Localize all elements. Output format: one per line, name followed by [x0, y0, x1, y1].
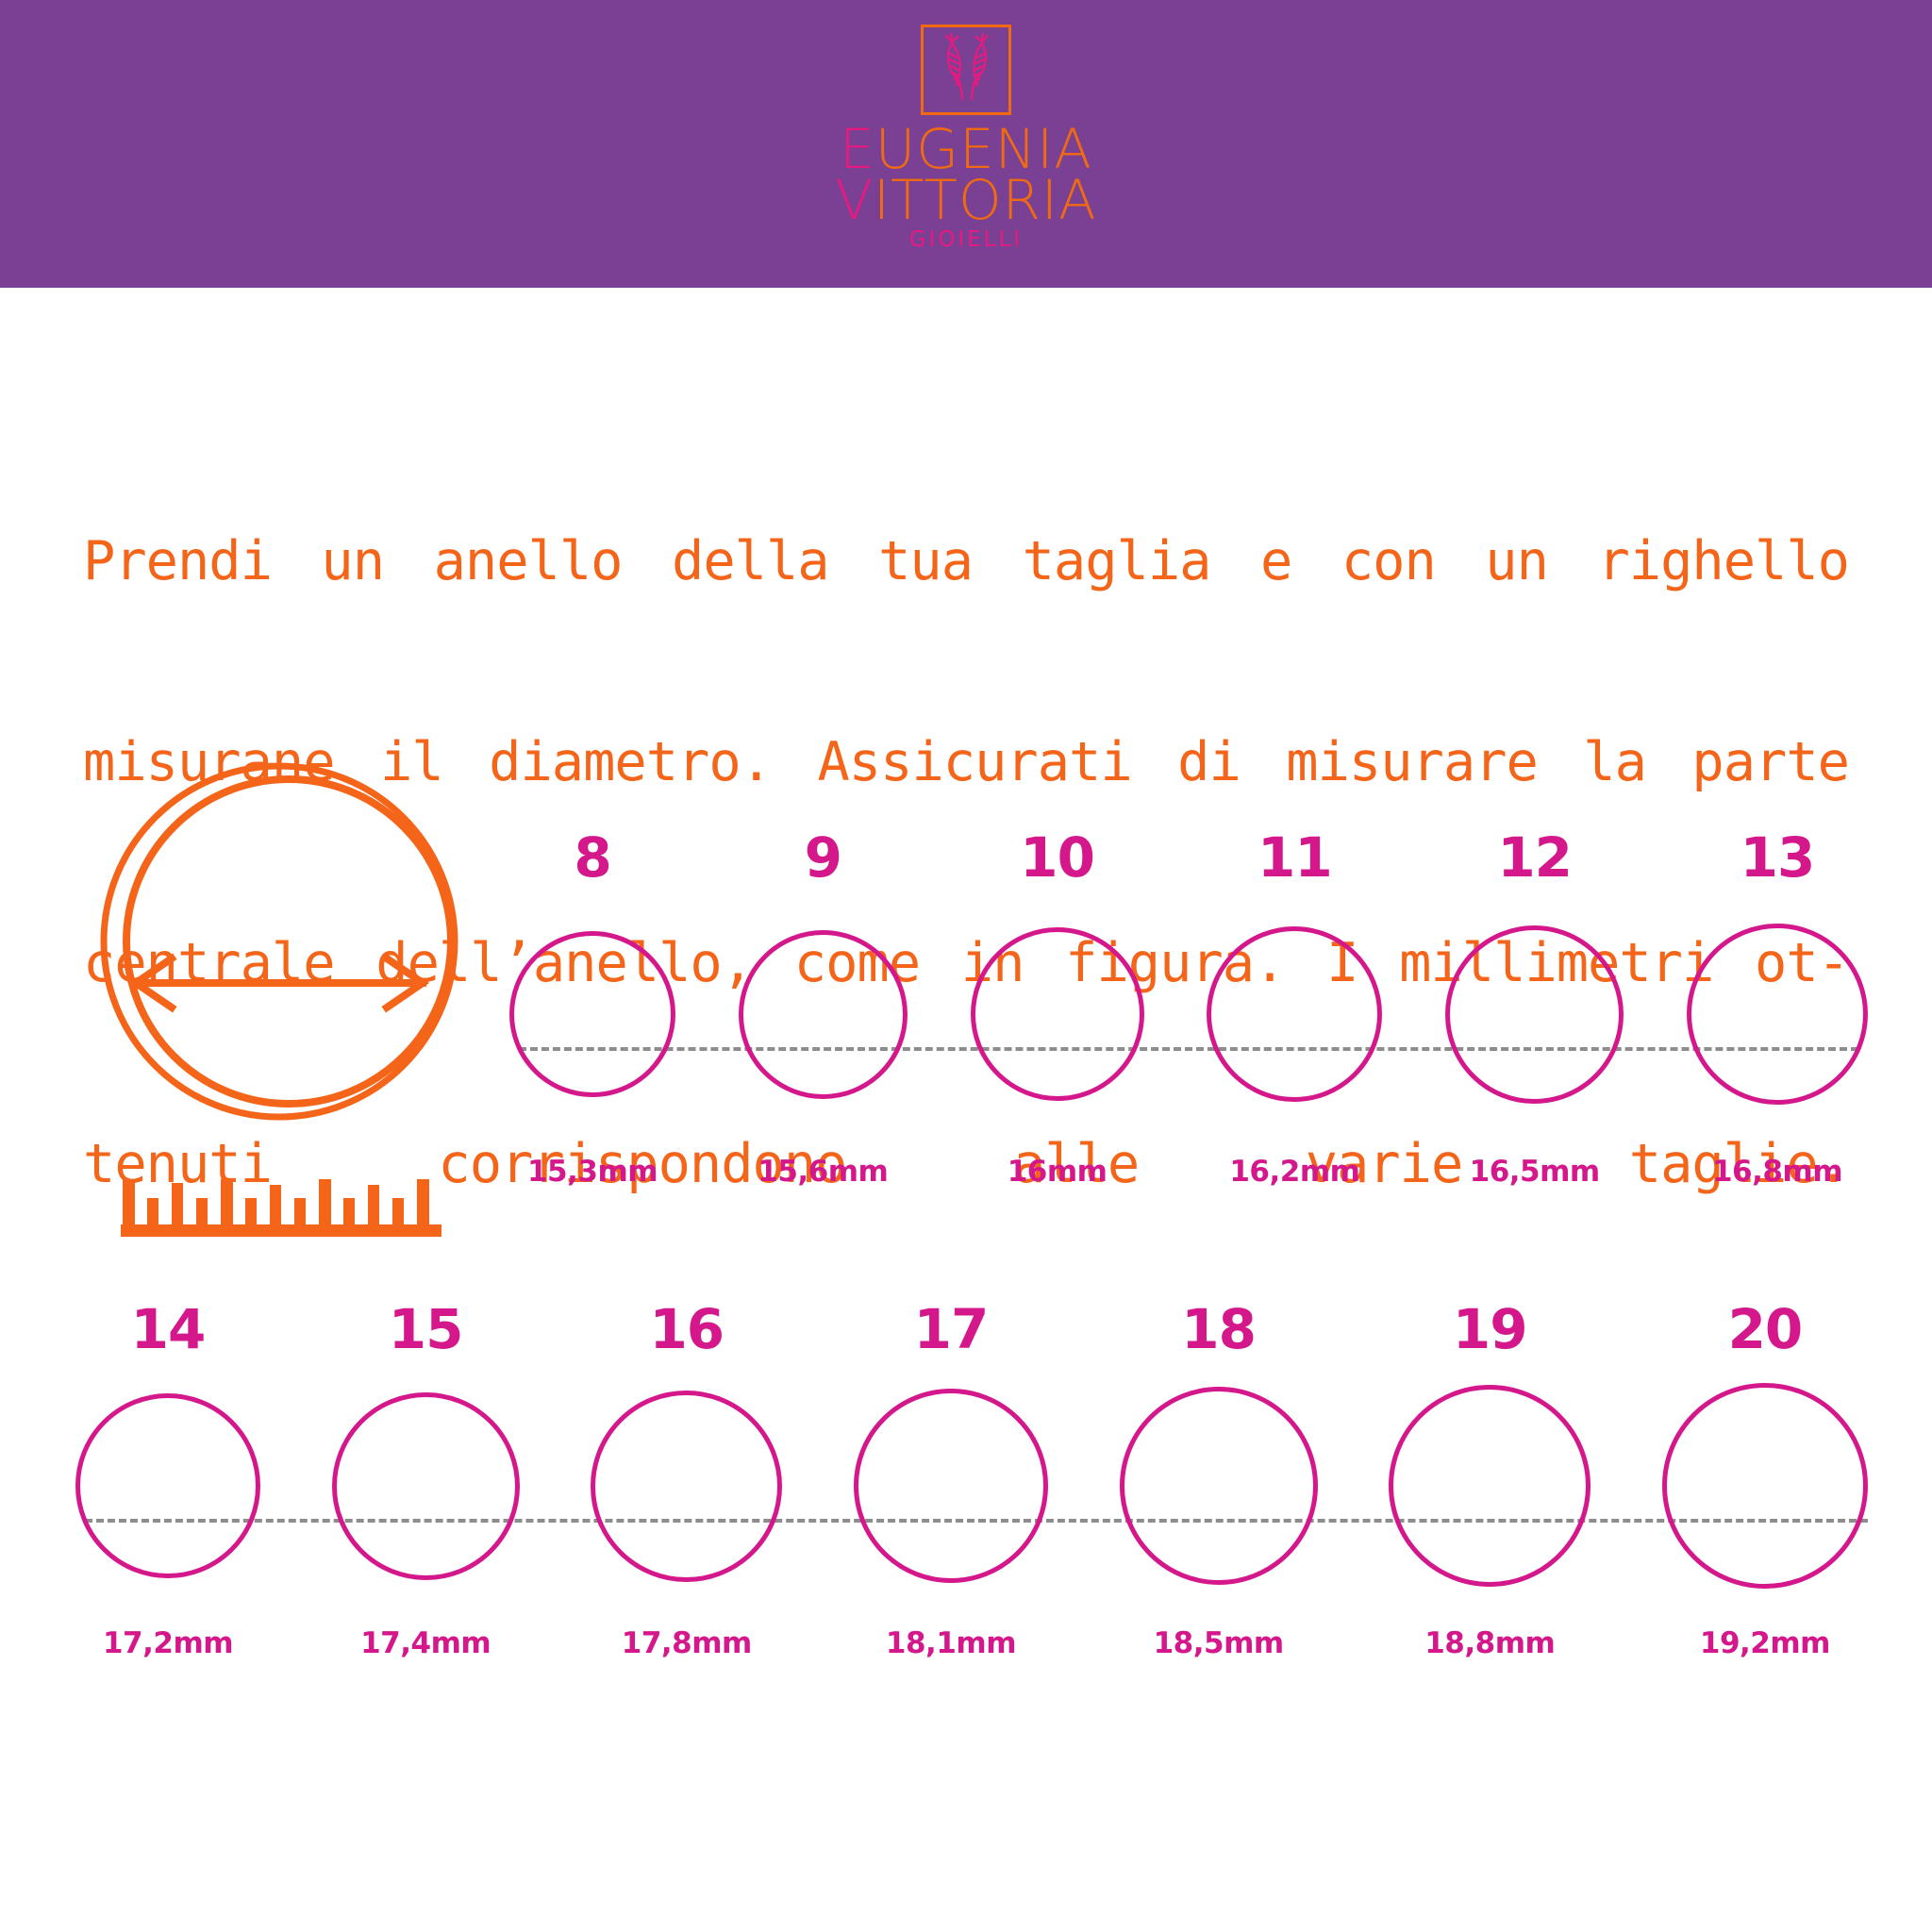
ring-circle-wrap-8: [509, 906, 675, 1123]
brand-name-line-2-cap: V: [835, 167, 874, 232]
brand-wordmark: EUGENIA VITTORIA GIOIELLI: [0, 122, 1932, 252]
ring-circle-wrap-12: [1445, 906, 1624, 1123]
ring-size-cell-18: 18 18,5mm: [1119, 1297, 1318, 1660]
ring-circle-19: [1389, 1385, 1591, 1587]
ring-size-number-20: 20: [1727, 1297, 1804, 1361]
ring-size-row-2: 14 17,2mm 15 17,4mm 16 17,8mm 17 18,1mm 18 18,5mm…: [75, 1302, 1868, 1660]
brand-name-line-1-rest: UGENIA: [874, 117, 1092, 181]
ring-circle-18: [1119, 1387, 1318, 1585]
ring-circle-8: [509, 931, 675, 1097]
ring-circle-13: [1686, 924, 1868, 1105]
diameter-double-arrow: [128, 953, 430, 1013]
brand-name-line-2: VITTORIA: [0, 173, 1932, 227]
brand-name-line-1: EUGENIA: [0, 122, 1932, 176]
ring-circle-wrap-19: [1389, 1377, 1591, 1594]
ring-circle-wrap-11: [1207, 906, 1383, 1123]
ring-size-mm-12: 16,5mm: [1469, 1155, 1601, 1189]
ring-size-cell-13: 13 16,8mm: [1686, 825, 1868, 1189]
ring-size-cell-11: 11 16,2mm: [1207, 825, 1383, 1189]
ring-size-number-10: 10: [1020, 825, 1095, 890]
ring-circle-wrap-17: [853, 1377, 1048, 1594]
ring-size-mm-15: 17,4mm: [360, 1626, 491, 1660]
ring-size-cell-15: 15 17,4mm: [331, 1297, 520, 1660]
ring-size-cell-12: 12 16,5mm: [1445, 830, 1624, 1189]
ring-circle-wrap-15: [331, 1377, 520, 1594]
ring-size-number-13: 13: [1740, 825, 1816, 890]
ring-size-number-11: 11: [1257, 825, 1333, 890]
ring-circle-14: [75, 1393, 260, 1578]
ring-size-cell-9: 9 15,6mm: [738, 825, 908, 1189]
ring-size-cell-20: 20 19,2mm: [1661, 1297, 1868, 1660]
ring-size-mm-9: 15,6mm: [758, 1155, 889, 1189]
ring-size-number-8: 8: [574, 825, 611, 890]
ring-circle-16: [591, 1390, 783, 1582]
brand-subtitle: GIOIELLI: [908, 226, 1024, 252]
ring-size-number-14: 14: [130, 1297, 207, 1361]
ring-circle-11: [1207, 926, 1383, 1102]
ring-circle-wrap-10: [970, 906, 1144, 1123]
ring-size-mm-16: 17,8mm: [621, 1626, 753, 1660]
ring-size-mm-17: 18,1mm: [885, 1626, 1017, 1660]
ring-size-mm-20: 19,2mm: [1699, 1626, 1831, 1660]
ring-size-cell-14: 14 17,2mm: [75, 1302, 260, 1660]
ring-size-number-9: 9: [804, 825, 842, 890]
ring-circle-wrap-20: [1661, 1377, 1868, 1594]
row1-center-dashed-line: [519, 1047, 1858, 1051]
brand-name-line-2-rest: ITTORIA: [874, 167, 1097, 232]
ring-circle-wrap-13: [1686, 906, 1868, 1123]
ring-outer-and-inner-circle: [100, 762, 458, 1121]
ring-circle-20: [1661, 1383, 1868, 1589]
ring-circle-10: [970, 927, 1144, 1101]
ring-circle-wrap-16: [591, 1377, 783, 1594]
brand-logo: EUGENIA VITTORIA GIOIELLI: [0, 25, 1932, 252]
ring-size-cell-19: 19 18,8mm: [1389, 1302, 1591, 1660]
brand-header-band: EUGENIA VITTORIA GIOIELLI: [0, 0, 1932, 288]
ring-size-mm-18: 18,5mm: [1153, 1626, 1285, 1660]
ring-size-cell-16: 16 17,8mm: [591, 1297, 783, 1660]
ring-circle-12: [1445, 924, 1624, 1104]
ring-size-number-16: 16: [649, 1297, 724, 1361]
ring-size-mm-8: 15,3mm: [526, 1155, 658, 1189]
ring-diameter-diagram: [92, 755, 470, 1132]
ring-size-number-17: 17: [913, 1297, 990, 1361]
ring-size-cell-10: 10 16mm: [970, 825, 1144, 1189]
ruler-with-millimeter-ticks: [121, 1170, 441, 1245]
ring-size-number-12: 12: [1497, 825, 1573, 890]
ring-circle-wrap-18: [1119, 1377, 1318, 1594]
ring-size-number-18: 18: [1181, 1297, 1257, 1361]
ring-circle-9: [738, 929, 908, 1099]
ring-size-number-15: 15: [388, 1297, 464, 1361]
ring-size-cell-17: 17 18,1mm: [853, 1297, 1048, 1660]
ring-size-number-19: 19: [1452, 1297, 1528, 1361]
ring-circle-15: [331, 1391, 520, 1580]
ring-size-mm-11: 16,2mm: [1229, 1155, 1360, 1189]
ring-size-row-1: 8 15,3mm 9 15,6mm 10 16mm 11 16,2mm 12 16,5mm 13 16…: [509, 830, 1868, 1189]
ring-circle-17: [853, 1389, 1048, 1583]
two-facing-birds-in-square-icon: [921, 25, 1011, 115]
ring-size-mm-10: 16mm: [1007, 1155, 1108, 1189]
ring-circle-wrap-14: [75, 1377, 260, 1594]
ring-size-mm-19: 18,8mm: [1424, 1626, 1556, 1660]
ring-size-mm-14: 17,2mm: [102, 1626, 234, 1660]
ring-size-cell-8: 8 15,3mm: [509, 830, 675, 1189]
ring-size-mm-13: 16,8mm: [1711, 1155, 1843, 1189]
instructions-line-4: tenuti corrispondono alle varie taglie.: [83, 1133, 1850, 1195]
brand-name-line-1-cap: E: [840, 117, 875, 181]
instructions-line-1: Prendi un anello della tua taglia e con …: [83, 530, 1850, 592]
ring-circle-wrap-9: [738, 906, 908, 1123]
